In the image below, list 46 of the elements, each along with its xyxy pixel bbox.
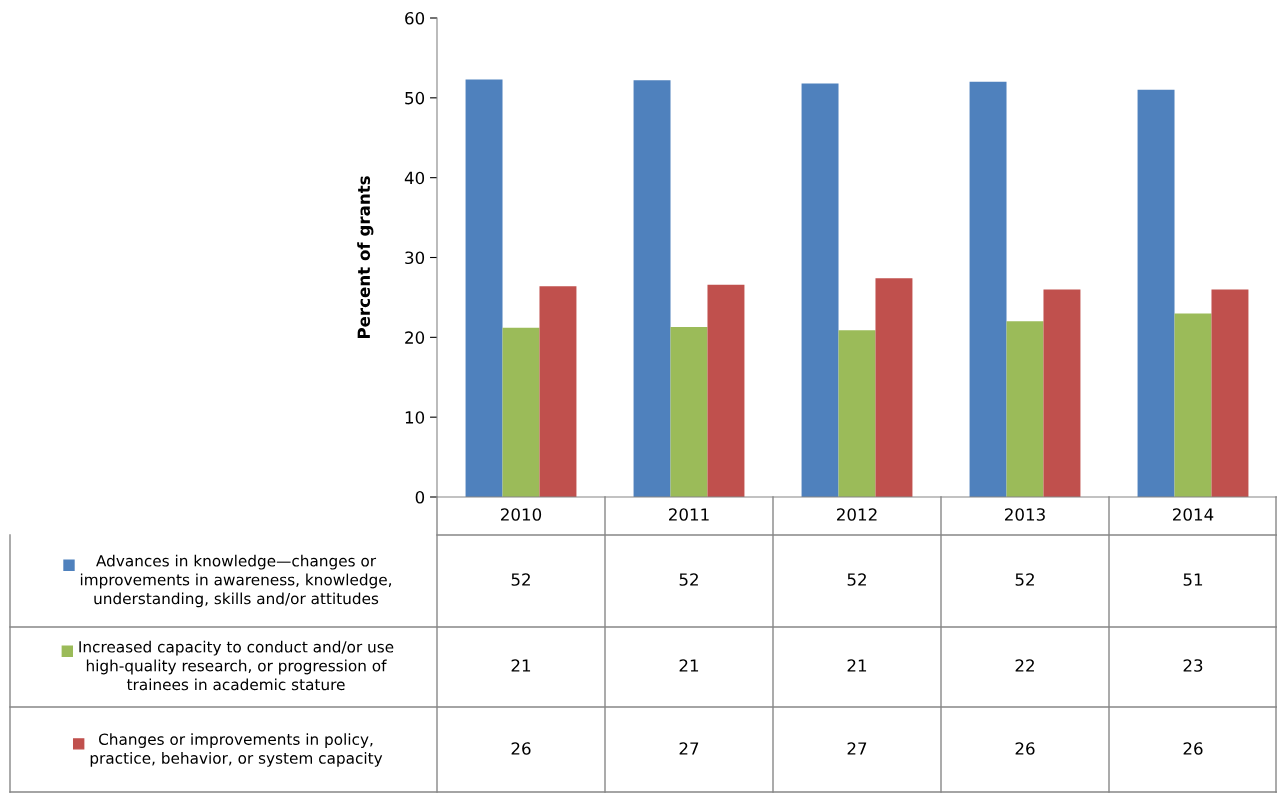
x-tick-label: 2012 xyxy=(837,508,877,521)
data-label: 26 xyxy=(1183,742,1203,755)
bar xyxy=(707,284,745,497)
bar xyxy=(1211,289,1249,497)
y-tick-label: 10 xyxy=(405,411,425,424)
x-tick-label: 2014 xyxy=(1173,508,1214,521)
bar xyxy=(539,286,577,497)
data-label: 21 xyxy=(511,659,531,672)
bar xyxy=(465,79,503,497)
data-label: 23 xyxy=(1183,659,1203,672)
bar xyxy=(1174,313,1212,497)
bar xyxy=(875,278,913,497)
legend-label: Changes or improvements in policy, practice, behavior, or system capacity xyxy=(90,733,383,767)
data-label: 52 xyxy=(511,573,530,586)
y-tick-label: 60 xyxy=(405,11,425,25)
y-tick-label: 30 xyxy=(405,251,425,265)
data-label: 26 xyxy=(1015,742,1035,755)
x-tick-label: 2013 xyxy=(1005,508,1045,521)
data-label: 51 xyxy=(1183,573,1203,586)
bar xyxy=(670,326,708,497)
y-axis-title: Percent of grants xyxy=(357,176,374,339)
data-label: 52 xyxy=(1015,573,1034,586)
x-tick-label: 2010 xyxy=(501,508,542,521)
bar xyxy=(801,83,839,497)
bar xyxy=(502,327,540,497)
bar xyxy=(1137,89,1175,497)
data-label: 21 xyxy=(679,659,699,672)
data-label: 27 xyxy=(847,742,867,755)
bar xyxy=(1043,289,1081,497)
data-label: 52 xyxy=(847,573,866,586)
data-label: 26 xyxy=(511,742,531,755)
bar xyxy=(633,80,671,497)
bar xyxy=(1006,321,1044,497)
legend-label: Increased capacity to conduct and/or use high-quality research, or progression of trainees in academic stature xyxy=(79,640,394,691)
data-label: 27 xyxy=(679,742,699,755)
y-tick-label: 20 xyxy=(405,331,425,344)
y-tick-label: 50 xyxy=(405,91,425,105)
bar xyxy=(969,81,1007,497)
legend-label: Advances in knowledge—changes or improvements in awareness, knowledge, understanding, skills and/or attitudes xyxy=(80,554,392,608)
data-label: 52 xyxy=(679,573,698,586)
y-tick-label: 0 xyxy=(415,490,425,504)
data-label: 21 xyxy=(847,659,867,672)
x-tick-label: 2011 xyxy=(669,508,709,521)
y-tick-label: 40 xyxy=(404,171,425,185)
bar xyxy=(838,330,876,497)
data-label: 22 xyxy=(1015,659,1034,672)
